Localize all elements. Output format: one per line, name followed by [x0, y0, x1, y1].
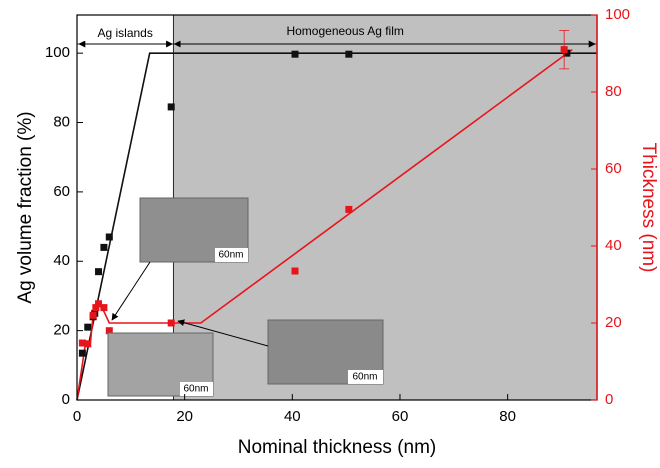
region-label: Ag islands	[97, 26, 152, 40]
point	[95, 268, 103, 276]
point	[291, 50, 299, 58]
point	[84, 340, 92, 348]
point	[560, 46, 568, 54]
y2-axis-label: Thickness (nm)	[638, 143, 659, 273]
plot	[76, 30, 597, 401]
x-tick-label: 20	[176, 408, 193, 425]
label-bg	[80, 27, 167, 41]
y-axis-label: Ag volume fraction (%)	[15, 111, 36, 303]
point	[345, 205, 353, 213]
y-tick-label: 100	[45, 44, 70, 61]
scale-box	[180, 382, 213, 396]
point	[105, 327, 113, 335]
point	[291, 267, 299, 275]
y-tick-label: 0	[62, 391, 70, 408]
arrow	[111, 261, 151, 321]
point	[167, 103, 175, 111]
y2-tick-label: 0	[605, 391, 613, 408]
fit-line	[76, 52, 597, 401]
insets: 60nm 60nm 60nm	[95, 197, 384, 397]
y2-tick-label: 20	[605, 314, 622, 331]
y2-tick-label: 60	[605, 160, 622, 177]
point	[100, 243, 108, 251]
arrow-spacer	[95, 355, 102, 395]
y-tick-label: 80	[53, 113, 70, 130]
y-tick-label: 20	[53, 322, 70, 339]
point	[345, 50, 353, 58]
x-axis-label: Nominal thickness (nm)	[238, 437, 437, 458]
region-label: Homogeneous Ag film	[286, 24, 403, 38]
point	[105, 233, 113, 241]
point	[89, 311, 97, 319]
point	[100, 304, 108, 312]
x-tick-label: 60	[392, 408, 409, 425]
point	[563, 49, 571, 57]
y-tick-label: 40	[53, 252, 70, 269]
x-tick-label: 80	[499, 408, 516, 425]
point	[78, 339, 86, 347]
point	[84, 323, 92, 331]
point	[167, 319, 175, 327]
axes: 0 20 40 60 80 0 20 40 60 80 100 0 20 40 60 80 100 Nominal…	[15, 6, 659, 458]
point	[95, 300, 103, 308]
y2-tick-label: 40	[605, 237, 622, 254]
inset-label: 60nm	[352, 372, 377, 383]
y2-tick-label: 100	[605, 6, 630, 23]
scale-box	[348, 370, 383, 384]
scale-box	[215, 248, 248, 262]
x-tick-label: 0	[73, 408, 81, 425]
y-tick-label: 60	[53, 183, 70, 200]
point	[92, 304, 100, 312]
x-tick-label: 40	[284, 408, 301, 425]
y2-tick-label: 80	[605, 83, 622, 100]
point	[78, 349, 86, 357]
inset-label: 60nm	[183, 384, 208, 395]
arrow	[177, 319, 269, 347]
inset-label: 60nm	[218, 250, 243, 261]
